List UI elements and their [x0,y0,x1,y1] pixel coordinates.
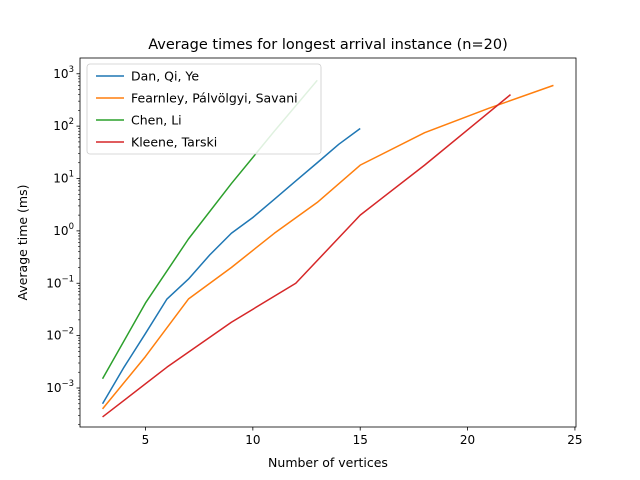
y-tick-label: 10−3 [46,379,74,395]
y-tick-label: 103 [53,65,74,81]
y-axis-ticks: 10−3 10−2 10−1 100 101 102 103 [46,65,80,425]
legend-label: Kleene, Tarski [131,135,217,150]
legend-label: Fearnley, Pálvölgyi, Savani [131,91,298,106]
legend-label: Dan, Qi, Ye [131,69,199,84]
y-tick-label: 10−2 [46,327,74,343]
x-tick-label: 25 [567,433,582,447]
series-layer [101,79,554,418]
x-axis-label: Number of vertices [268,455,388,470]
plot-area [101,79,554,418]
y-tick-label: 101 [53,170,74,186]
y-tick-label: 10−1 [46,274,74,290]
series-line-0 [101,127,361,405]
legend-box [86,63,322,155]
y-tick-label: 102 [53,117,74,133]
x-tick-label: 20 [460,433,475,447]
x-tick-label: 5 [142,433,150,447]
legend: Dan, Qi, Ye Fearnley, Pálvölgyi, Savani Ch… [86,63,322,155]
series-line-1 [101,84,554,410]
legend-label: Chen, Li [131,113,182,128]
x-tick-label: 15 [353,433,368,447]
x-axis-ticks: 5 10 15 20 25 [142,427,583,447]
x-tick-label: 10 [245,433,260,447]
series-line-3 [102,94,511,418]
y-tick-label: 100 [53,222,74,238]
y-axis-label: Average time (ms) [15,185,30,301]
chart-title: Average times for longest arrival instan… [148,37,508,53]
